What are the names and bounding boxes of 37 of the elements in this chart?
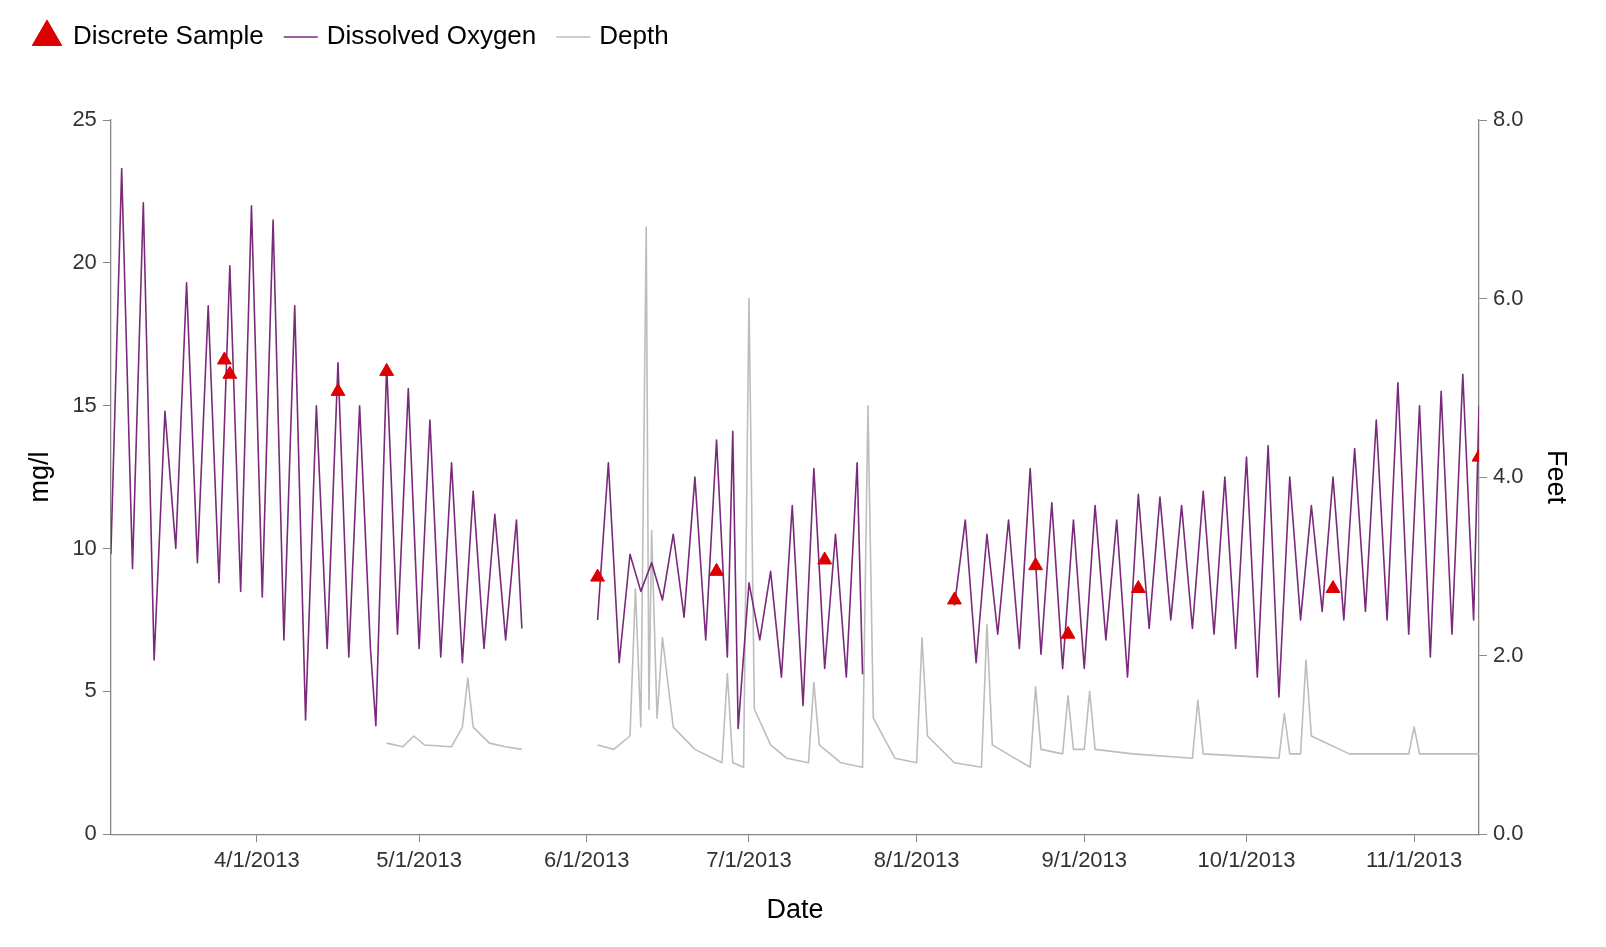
- y-tick-label: 5: [84, 677, 97, 703]
- y-tick-label: 0: [84, 820, 97, 846]
- legend-label: Depth: [599, 20, 669, 51]
- point: [590, 568, 605, 582]
- point: [379, 362, 395, 376]
- point: [217, 351, 232, 365]
- x-axis-title: Date: [766, 894, 824, 925]
- point: [330, 382, 346, 396]
- x-tick-label: 4/1/2013: [214, 847, 300, 873]
- x-tick-label: 8/1/2013: [873, 847, 960, 873]
- x-tick-label: 11/1/2013: [1366, 847, 1463, 873]
- point: [1130, 580, 1146, 594]
- point: [947, 591, 962, 605]
- y2-tick-label: 2.0: [1493, 641, 1524, 667]
- y2-tick-label: 4.0: [1493, 463, 1524, 489]
- point: [1060, 625, 1076, 639]
- x-tick-label: 9/1/2013: [1041, 847, 1128, 873]
- x-tick-label: 7/1/2013: [706, 847, 792, 873]
- x-tick-label: 10/1/2013: [1197, 847, 1296, 873]
- point: [817, 551, 833, 565]
- point: [1325, 580, 1341, 594]
- y2-tick-label: 0.0: [1493, 820, 1524, 846]
- y-axis-title: mg/l: [23, 451, 54, 503]
- legend-label: Dissolved Oxygen: [326, 20, 537, 51]
- y-tick-label: 10: [72, 534, 97, 560]
- legend-label: Discrete Sample: [73, 20, 264, 51]
- point: [222, 365, 238, 379]
- y2-tick-label: 6.0: [1493, 284, 1524, 310]
- point: [709, 562, 724, 576]
- x-tick-label: 6/1/2013: [543, 847, 630, 873]
- y2-axis-title: Feet: [1542, 450, 1573, 505]
- point: [1028, 557, 1044, 571]
- y-tick-label: 15: [72, 391, 97, 417]
- y-tick-label: 25: [72, 106, 97, 132]
- y-tick-label: 20: [72, 248, 97, 274]
- y2-tick-label: 8.0: [1493, 106, 1524, 132]
- x-tick-label: 5/1/2013: [376, 847, 462, 873]
